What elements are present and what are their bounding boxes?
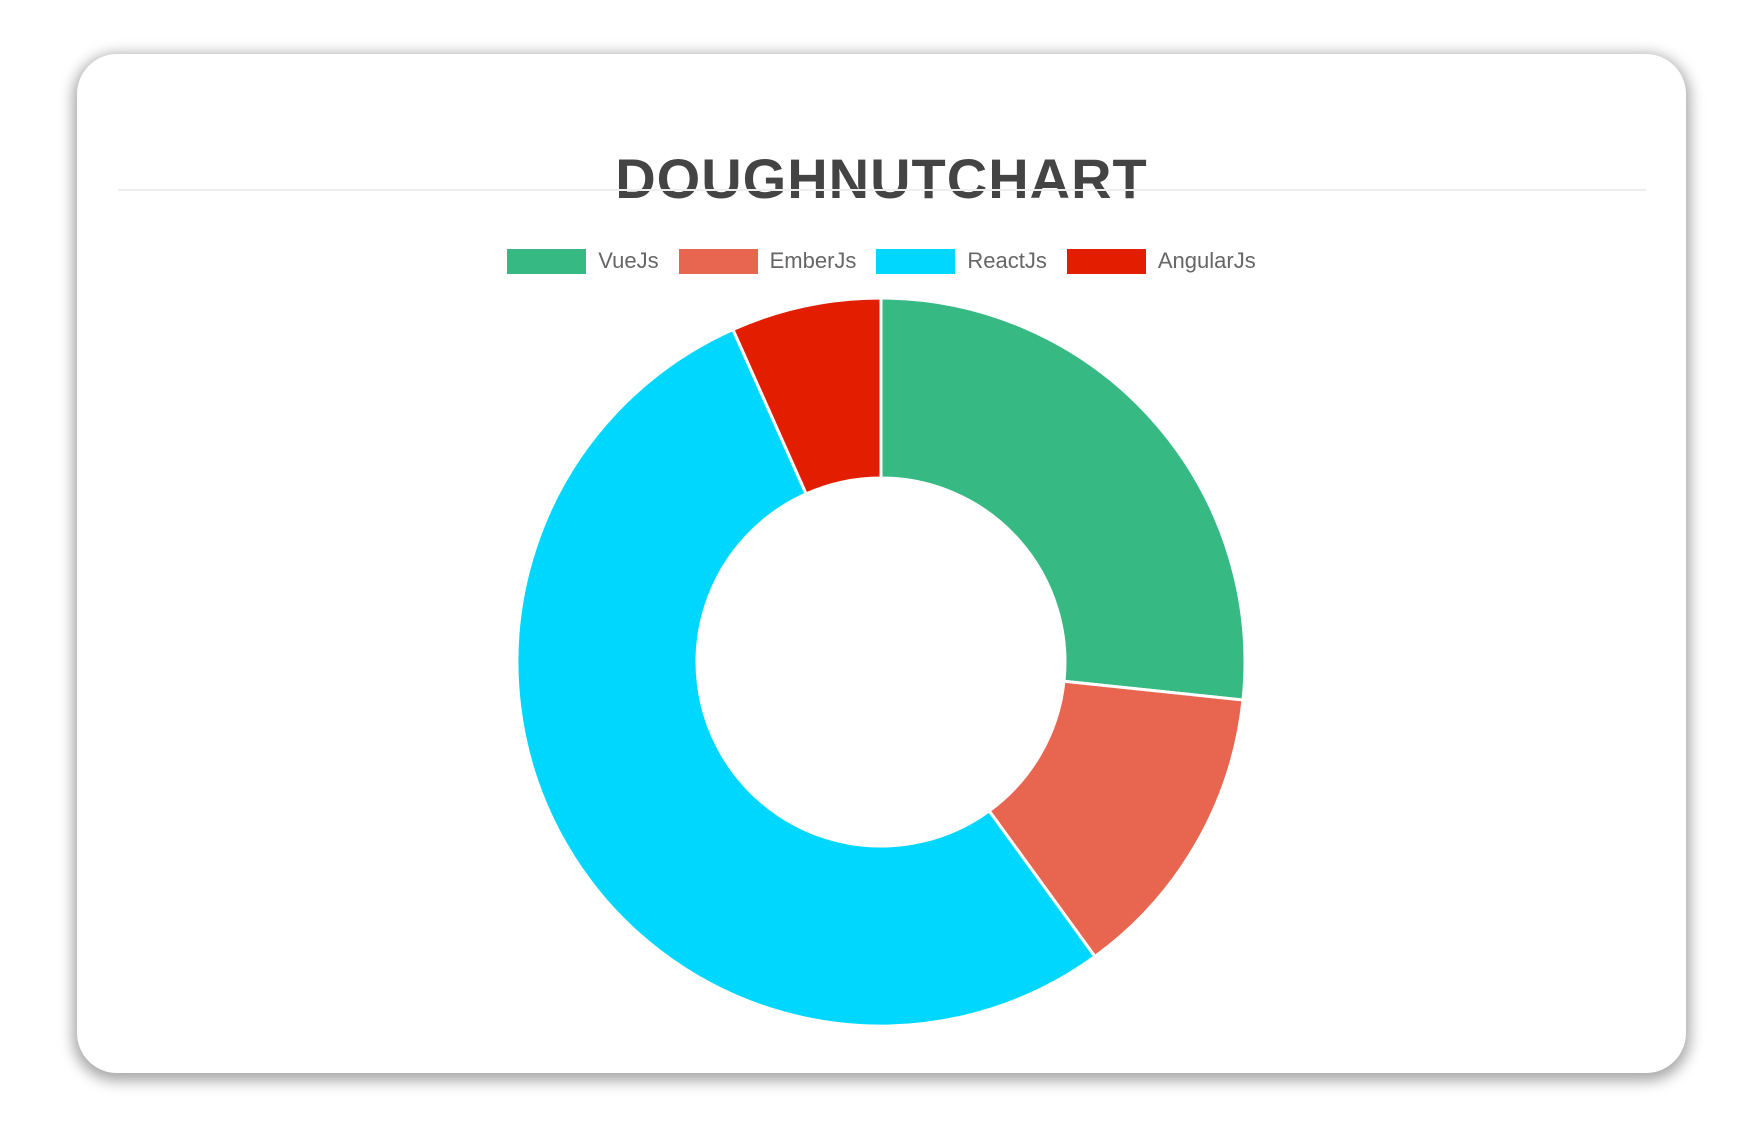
divider <box>118 189 1646 191</box>
slice-emberjs[interactable] <box>987 679 1245 959</box>
slice-angularjs[interactable] <box>730 296 883 496</box>
legend-swatch <box>1066 248 1146 274</box>
legend-swatch <box>678 248 758 274</box>
legend-label: EmberJs <box>769 248 857 273</box>
legend-item-vuejs[interactable]: VueJs <box>507 248 659 274</box>
legend-swatch <box>507 248 587 274</box>
legend-item-angularjs[interactable]: AngularJs <box>1066 248 1256 274</box>
slice-vuejs[interactable] <box>879 296 1247 702</box>
slice-reactjs[interactable] <box>515 327 1098 1028</box>
legend-item-emberjs[interactable]: EmberJs <box>678 248 857 274</box>
legend-item-reactjs[interactable]: ReactJs <box>876 248 1047 274</box>
legend-label: VueJs <box>598 248 659 273</box>
legend-label: AngularJs <box>1157 248 1256 273</box>
legend-label: ReactJs <box>967 248 1047 273</box>
legend-swatch <box>876 248 956 274</box>
chart-title: DOUGHNUTCHART <box>615 147 1148 210</box>
legend: VueJs EmberJs ReactJs AngularJs <box>77 248 1686 274</box>
